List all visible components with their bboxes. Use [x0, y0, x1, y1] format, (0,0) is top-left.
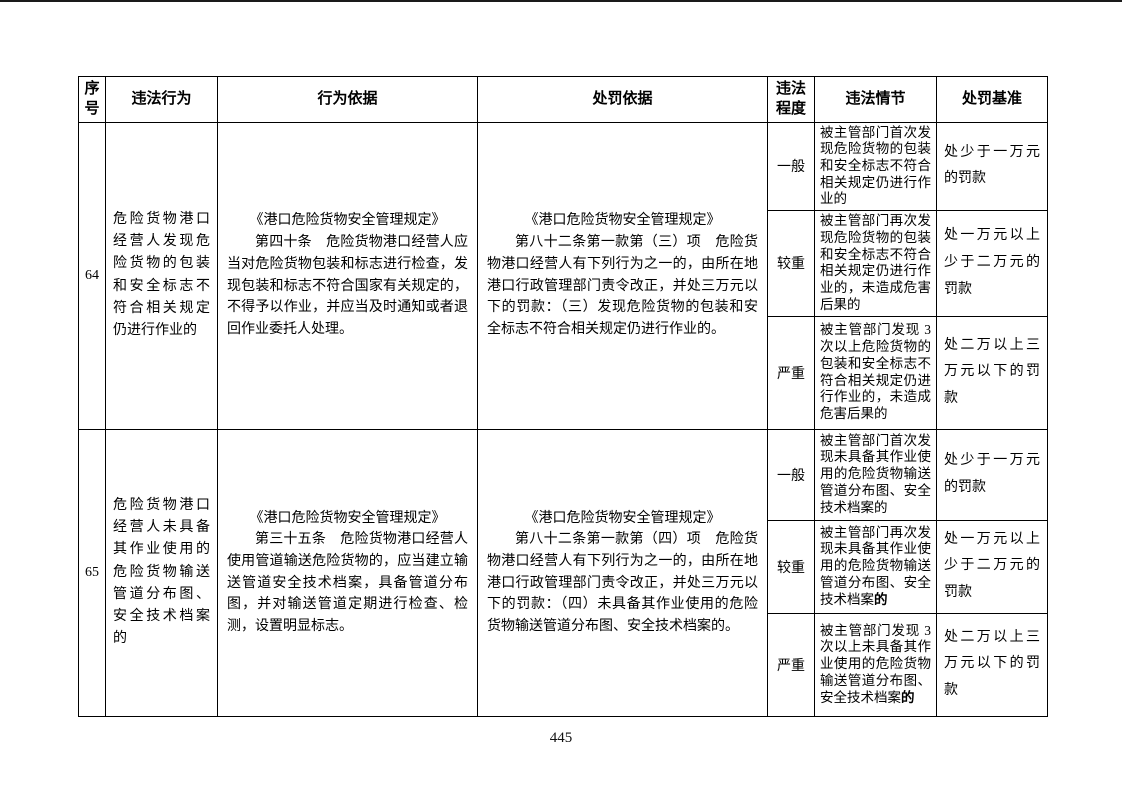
penalty-basis-body: 第八十二条第一款第（三）项 危险货物港口经营人有下列行为之一的，由所在地港口行政…	[487, 235, 758, 337]
circumstance-bold-suffix: 的	[901, 689, 915, 705]
penalty-standard-cell: 处二万以上三万元以下的罚款	[936, 315, 1048, 430]
behavior-basis-cell: 《港口危险货物安全管理规定》 第四十条 危险货物港口经营人应当对危险货物包装和标…	[217, 121, 478, 430]
header-serial-number: 序号	[78, 76, 106, 123]
header-illegal-behavior: 违法行为	[105, 76, 218, 123]
illegal-behavior-cell: 危险货物港口经营人未具备其作业使用的危险货物输送管道分布图、安全技术档案的	[105, 428, 218, 717]
degree-cell: 一般	[767, 428, 815, 521]
header-violation-circumstance: 违法情节	[814, 76, 937, 123]
degree-cell: 较重	[767, 210, 815, 317]
header-violation-degree: 违法程度	[767, 76, 815, 123]
circumstance-text: 被主管部门发现 3 次以上危险货物的包装和安全标志不符合相关规定仍进行作业的，未…	[820, 322, 931, 422]
behavior-basis-body: 第四十条 危险货物港口经营人应当对危险货物包装和标志进行检查，发现包装和标志不符…	[227, 235, 468, 337]
serial-number-cell: 65	[78, 428, 106, 717]
circumstance-cell: 被主管部门首次发现危险货物的包装和安全标志不符合相关规定仍进行作业的	[814, 121, 937, 212]
table-row-64-general: 64 危险货物港口经营人发现危险货物的包装和安全标志不符合相关规定仍进行作业的 …	[78, 121, 1048, 430]
circumstance-text: 被主管部门再次发现未具备其作业使用的危险货物输送管道分布图、安全技术档案	[820, 524, 931, 607]
degree-cell: 严重	[767, 612, 815, 717]
header-row: 序号 违法行为 行为依据 处罚依据 违法程度 违法情节 处罚基准	[78, 76, 1048, 123]
circumstance-text: 被主管部门首次发现危险货物的包装和安全标志不符合相关规定仍进行作业的	[820, 124, 931, 207]
penalty-basis-cell: 《港口危险货物安全管理规定》 第八十二条第一款第（四）项 危险货物港口经营人有下…	[477, 428, 768, 717]
penalty-standard-cell: 处一万元以上少于二万元的罚款	[936, 519, 1048, 614]
table-row-65-moderate: 较重 被主管部门再次发现未具备其作业使用的危险货物输送管道分布图、安全技术档案的…	[79, 519, 1048, 614]
circumstance-text: 被主管部门再次发现危险货物的包装和安全标志不符合相关规定仍进行作业的，未造成危害…	[820, 213, 931, 312]
illegal-behavior-cell: 危险货物港口经营人发现危险货物的包装和安全标志不符合相关规定仍进行作业的	[105, 121, 218, 430]
behavior-basis-body: 第三十五条 危险货物港口经营人使用管道输送危险货物的，应当建立输送管道安全技术档…	[227, 532, 468, 634]
header-penalty-standard: 处罚基准	[936, 76, 1048, 123]
penalty-standard-cell: 处少于一万元的罚款	[936, 428, 1048, 521]
behavior-basis-cell: 《港口危险货物安全管理规定》 第三十五条 危险货物港口经营人使用管道输送危险货物…	[217, 428, 478, 717]
header-behavior-basis: 行为依据	[217, 76, 478, 123]
degree-cell: 严重	[767, 315, 815, 430]
penalty-basis-body: 第八十二条第一款第（四）项 危险货物港口经营人有下列行为之一的，由所在地港口行政…	[487, 532, 758, 634]
serial-number-cell: 64	[78, 121, 106, 430]
circumstance-text: 被主管部门首次发现未具备其作业使用的危险货物输送管道分布图、安全技术档案的	[820, 432, 931, 515]
page-top-rule	[0, 0, 1122, 2]
circumstance-text: 被主管部门发现 3 次以上未具备其作业使用的危险货物输送管道分布图、安全技术档案	[820, 622, 931, 705]
circumstance-bold-suffix: 的	[874, 591, 888, 607]
circumstance-cell: 被主管部门发现 3 次以上未具备其作业使用的危险货物输送管道分布图、安全技术档案…	[814, 612, 937, 717]
circumstance-cell: 被主管部门再次发现未具备其作业使用的危险货物输送管道分布图、安全技术档案的	[814, 519, 937, 614]
table-row-65-severe: 严重 被主管部门发现 3 次以上未具备其作业使用的危险货物输送管道分布图、安全技…	[79, 612, 1048, 717]
circumstance-cell: 被主管部门再次发现危险货物的包装和安全标志不符合相关规定仍进行作业的，未造成危害…	[814, 210, 937, 317]
behavior-basis-title: 《港口危险货物安全管理规定》	[249, 213, 446, 229]
circumstance-cell: 被主管部门发现 3 次以上危险货物的包装和安全标志不符合相关规定仍进行作业的，未…	[814, 315, 937, 430]
behavior-basis-title: 《港口危险货物安全管理规定》	[249, 510, 446, 526]
table-row-64-severe: 严重 被主管部门发现 3 次以上危险货物的包装和安全标志不符合相关规定仍进行作业…	[79, 315, 1048, 430]
header-penalty-basis: 处罚依据	[477, 76, 768, 123]
page-number: 445	[549, 730, 573, 746]
penalty-basis-title: 《港口危险货物安全管理规定》	[524, 213, 721, 229]
degree-cell: 一般	[767, 121, 815, 212]
penalty-standards-table: 序号 违法行为 行为依据 处罚依据 违法程度 违法情节 处罚基准 64 危险货物…	[78, 76, 1048, 717]
degree-cell: 较重	[767, 519, 815, 614]
table-row-65-general: 65 危险货物港口经营人未具备其作业使用的危险货物输送管道分布图、安全技术档案的…	[78, 428, 1048, 717]
penalty-basis-title: 《港口危险货物安全管理规定》	[524, 510, 721, 526]
penalty-basis-cell: 《港口危险货物安全管理规定》 第八十二条第一款第（三）项 危险货物港口经营人有下…	[477, 121, 768, 430]
penalty-standard-cell: 处二万以上三万元以下的罚款	[936, 612, 1048, 717]
penalty-standard-cell: 处少于一万元的罚款	[936, 121, 1048, 212]
penalty-standard-cell: 处一万元以上少于二万元的罚款	[936, 210, 1048, 317]
table-row-64-moderate: 较重 被主管部门再次发现危险货物的包装和安全标志不符合相关规定仍进行作业的，未造…	[79, 210, 1048, 317]
circumstance-cell: 被主管部门首次发现未具备其作业使用的危险货物输送管道分布图、安全技术档案的	[814, 428, 937, 521]
